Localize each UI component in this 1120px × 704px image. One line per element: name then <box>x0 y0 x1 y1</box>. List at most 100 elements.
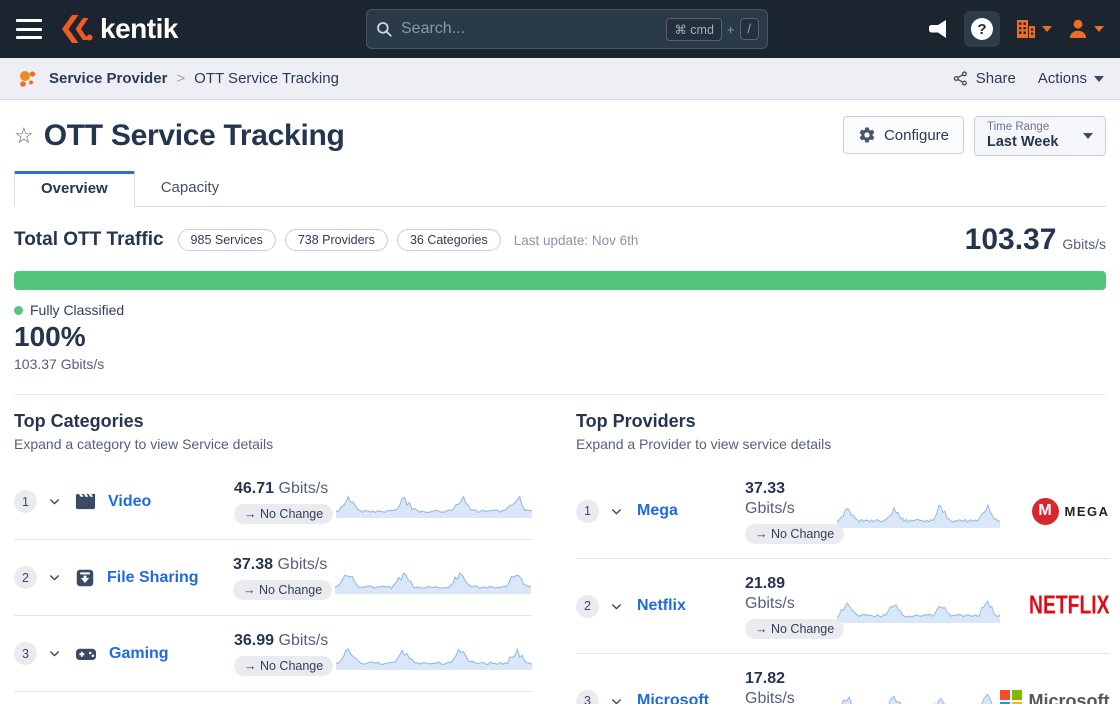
rank-badge: 1 <box>576 499 599 523</box>
last-update-text: Last update: Nov 6th <box>513 232 639 248</box>
top-categories-subtitle: Expand a category to view Service detail… <box>14 436 274 452</box>
category-icon <box>74 567 96 589</box>
time-range-select[interactable]: Time Range Last Week <box>974 116 1106 156</box>
expand-chevron-icon[interactable] <box>610 505 623 518</box>
provider-link[interactable]: Mega <box>637 502 678 519</box>
rank-badge: 2 <box>576 594 599 618</box>
breadcrumb: Service Provider > OTT Service Tracking <box>16 67 339 91</box>
provider-logo: NETFLIX <box>1014 591 1110 620</box>
provider-link[interactable]: Microsoft <box>637 692 709 704</box>
kbd-slash: / <box>739 18 759 40</box>
category-row: 1 Video 46.71 Gbits/s → No Change <box>14 464 533 540</box>
kbd-plus: + <box>726 21 735 37</box>
tab-bar: Overview Capacity <box>14 170 1106 207</box>
category-link[interactable]: Gaming <box>109 644 169 662</box>
traffic-value: 37.38 <box>233 556 274 573</box>
traffic-sparkline <box>335 638 533 670</box>
brand-name: kentik <box>100 13 178 44</box>
total-traffic-value: 103.37 <box>964 223 1057 256</box>
chevron-down-icon <box>1042 26 1052 32</box>
traffic-unit: Gbits/s <box>278 480 329 497</box>
actions-label: Actions <box>1037 70 1087 87</box>
help-button[interactable]: ? <box>964 11 1000 47</box>
categories-list: 1 Video 46.71 Gbits/s → No Change 2 File… <box>14 464 533 704</box>
announcements-icon[interactable] <box>926 17 950 41</box>
category-icon <box>74 490 97 513</box>
configure-button[interactable]: Configure <box>842 116 964 154</box>
search-placeholder: Search... <box>401 20 466 37</box>
search-icon <box>377 22 392 37</box>
traffic-value-block: 46.71 Gbits/s → No Change <box>234 479 334 524</box>
favorite-star-icon[interactable]: ☆ <box>14 123 34 148</box>
classified-percent: 100% <box>14 321 86 352</box>
breadcrumb-bar: Service Provider > OTT Service Tracking … <box>0 58 1120 100</box>
traffic-unit: Gbits/s <box>745 689 795 704</box>
breadcrumb-section[interactable]: Service Provider <box>49 70 168 87</box>
building-icon <box>1017 20 1035 38</box>
microsoft-logo-icon <box>1000 690 1022 704</box>
traffic-unit: Gbits/s <box>745 499 795 517</box>
tab-capacity[interactable]: Capacity <box>160 179 220 196</box>
traffic-unit: Gbits/s <box>277 556 328 573</box>
section-divider <box>14 394 1106 395</box>
top-providers-subtitle: Expand a Provider to view service detail… <box>576 436 832 452</box>
traffic-value-block: 21.89 Gbits/s → No Change <box>745 574 845 639</box>
hamburger-menu-icon[interactable] <box>16 19 42 39</box>
gear-icon <box>859 127 875 143</box>
share-icon <box>953 71 967 86</box>
category-row: 4 9.68 Gbits/s <box>14 692 532 704</box>
categories-count-badge: 36 Categories <box>396 229 501 251</box>
time-range-label: Time Range <box>987 121 1050 134</box>
category-icon <box>74 642 98 666</box>
netflix-wordmark: NETFLIX <box>1029 591 1110 620</box>
category-row: 3 Gaming 36.99 Gbits/s → No Change <box>14 616 533 692</box>
traffic-value: 36.99 <box>234 632 275 649</box>
help-icon: ? <box>971 18 993 40</box>
category-link[interactable]: File Sharing <box>107 568 199 586</box>
traffic-value: 46.71 <box>234 480 275 497</box>
traffic-value: 17.82 <box>745 669 786 687</box>
mega-logo-icon: M <box>1031 497 1059 525</box>
total-traffic-unit: Gbits/s <box>1062 236 1106 252</box>
share-label: Share <box>975 70 1016 87</box>
chevron-down-icon <box>1094 26 1104 32</box>
tab-overview[interactable]: Overview <box>14 171 135 207</box>
traffic-sparkline <box>837 684 1000 704</box>
user-menu[interactable] <box>1066 17 1104 41</box>
change-badge: → No Change <box>745 523 845 544</box>
classification-bar <box>14 271 1106 290</box>
search-input[interactable]: Search... ⌘ cmd + / <box>366 9 768 49</box>
rank-badge: 2 <box>14 566 37 589</box>
change-badge: → No Change <box>233 580 333 600</box>
kentik-logo[interactable]: kentik <box>58 13 178 45</box>
traffic-value: 37.33 <box>745 479 786 497</box>
traffic-sparkline <box>836 589 1001 623</box>
traffic-unit: Gbits/s <box>278 632 329 649</box>
expand-chevron-icon[interactable] <box>48 571 61 584</box>
traffic-value-block: 17.82 Gbits/s → No Change <box>745 669 833 704</box>
time-range-value: Last Week <box>987 134 1059 151</box>
chevron-down-icon <box>1094 75 1104 82</box>
kbd-cmd: ⌘ cmd <box>666 17 722 41</box>
total-traffic-title: Total OTT Traffic <box>14 229 164 250</box>
traffic-sparkline <box>334 562 532 594</box>
top-navbar: kentik Search... ⌘ cmd + / ? <box>0 0 1120 58</box>
provider-link[interactable]: Netflix <box>637 597 686 614</box>
provider-row: 3 Microsoft 17.82 Gbits/s → No Change Mi… <box>576 654 1110 704</box>
org-menu[interactable] <box>1014 17 1052 41</box>
traffic-sparkline <box>335 486 533 518</box>
share-button[interactable]: Share <box>952 70 1016 87</box>
providers-list: 1 Mega 37.33 Gbits/s → No Change M MEGA 2… <box>576 464 1110 704</box>
expand-chevron-icon[interactable] <box>48 647 61 660</box>
expand-chevron-icon[interactable] <box>610 695 623 704</box>
service-provider-icon <box>20 70 36 87</box>
category-link[interactable]: Video <box>108 492 152 510</box>
expand-chevron-icon[interactable] <box>48 495 61 508</box>
traffic-value-block: 37.33 Gbits/s → No Change <box>745 479 845 544</box>
change-badge: → No Change <box>745 618 845 639</box>
change-badge: → No Change <box>234 504 334 524</box>
expand-chevron-icon[interactable] <box>610 600 623 613</box>
rank-badge: 1 <box>14 490 37 513</box>
classified-value: 103.37 Gbits/s <box>14 356 105 372</box>
actions-button[interactable]: Actions <box>1038 70 1104 87</box>
